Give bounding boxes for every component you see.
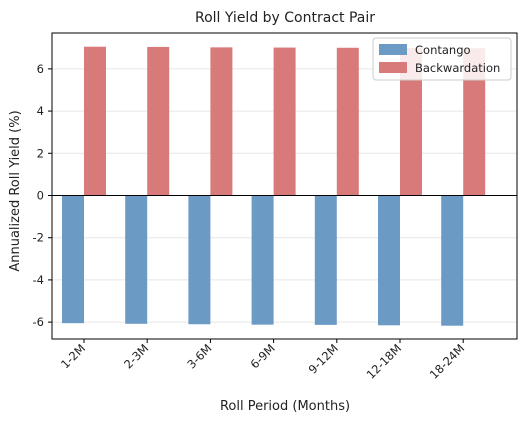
- bar-backwardation-18-24m: [463, 48, 486, 196]
- legend: Contango Backwardation: [372, 37, 512, 81]
- bar-contango-6-9m: [251, 195, 274, 325]
- x-tick-label: 9-12M: [306, 341, 341, 376]
- y-tick-label: 0: [37, 188, 44, 202]
- bar-contango-3-6m: [188, 195, 211, 325]
- legend-box: [372, 37, 512, 81]
- bar-backwardation-3-6m: [210, 47, 233, 196]
- bar-backwardation-12-18m: [400, 47, 422, 196]
- y-tick-label: -6: [33, 315, 44, 329]
- y-tick-label: 2: [37, 146, 44, 160]
- x-axis-label: Roll Period (Months): [220, 399, 350, 414]
- x-tick-label: 3-6M: [184, 341, 214, 371]
- bar-backwardation-1-2m: [84, 46, 106, 196]
- legend-label-backwardation: Backwardation: [415, 61, 500, 75]
- bar-contango-9-12m: [314, 195, 337, 325]
- x-tick-label: 12-18M: [364, 341, 405, 382]
- bar-contango-12-18m: [378, 195, 400, 326]
- legend-swatch-contango: [379, 44, 407, 55]
- y-axis-ticks: -6 -4 -2 0 2 4 6: [33, 62, 52, 329]
- bar-contango-1-2m: [62, 195, 84, 324]
- bar-backwardation-9-12m: [336, 47, 359, 196]
- x-axis-ticks: 1-2M 2-3M 3-6M 6-9M 9-12M 12-18M 18-24M: [58, 339, 467, 382]
- y-tick-label: 4: [37, 104, 44, 118]
- legend-label-contango: Contango: [415, 43, 471, 57]
- chart-title: Roll Yield by Contract Pair: [195, 10, 375, 26]
- x-tick-label: 18-24M: [427, 341, 468, 382]
- bar-contango-18-24m: [441, 195, 464, 326]
- y-tick-label: -4: [33, 273, 44, 287]
- bar-backwardation-6-9m: [273, 47, 296, 196]
- bars: [62, 46, 486, 326]
- bar-contango-2-3m: [125, 195, 148, 324]
- x-tick-label: 2-3M: [121, 341, 151, 371]
- y-tick-label: 6: [37, 62, 44, 76]
- x-tick-label: 6-9M: [248, 341, 278, 371]
- plot-frame: [51, 32, 518, 340]
- y-tick-label: -2: [33, 231, 44, 245]
- y-axis-label: Annualized Roll Yield (%): [8, 110, 23, 271]
- x-tick-label: 1-2M: [58, 341, 88, 371]
- legend-swatch-backwardation: [379, 62, 407, 73]
- bar-backwardation-2-3m: [147, 46, 170, 196]
